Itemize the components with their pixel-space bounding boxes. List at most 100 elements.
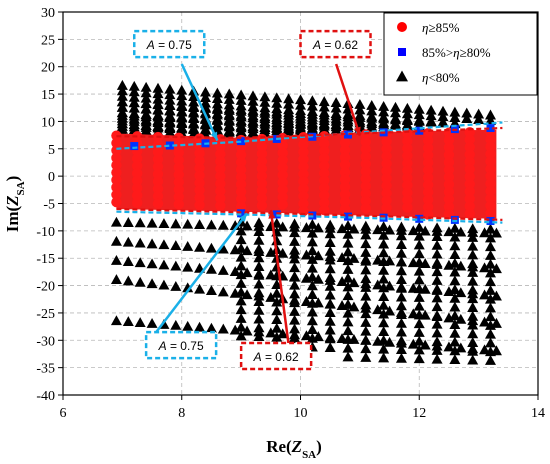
triangle-point [342,119,354,130]
y-tick-label: -35 [36,362,55,377]
triangle-point [116,79,128,90]
triangle-point [235,304,247,315]
triangle-point [289,332,301,343]
legend-label: η≥85% [422,20,460,35]
triangle-point [247,95,259,106]
triangle-point [253,331,265,341]
triangle-point [259,116,271,127]
triangle-point [164,83,176,94]
triangle-point [152,104,164,115]
y-axis-title: Im(ZSA) [3,176,27,233]
circle-point [256,200,268,211]
triangle-point [360,343,372,354]
triangle-point [188,106,200,117]
triangle-point [395,300,407,311]
circle-point [111,189,122,200]
triangle-point [342,255,354,266]
triangle-point [200,119,211,130]
triangle-point [318,96,330,107]
circle-point [360,173,372,184]
circle-point [485,178,496,189]
circle-point [215,185,226,197]
triangle-point [413,318,425,329]
triangle-point [413,103,425,114]
circle-point [464,193,475,205]
circle-point [173,199,184,210]
y-tick-label: -25 [36,307,55,322]
triangle-point [449,354,461,365]
triangle-point [395,326,407,337]
triangle-point [140,103,152,114]
triangle-point [306,315,318,326]
legend-marker-circle [397,22,407,32]
circle-point [194,170,205,181]
square-point [486,217,495,226]
triangle-point [128,91,140,102]
triangle-point [431,344,443,355]
circle-point [194,155,205,166]
circle-point [173,162,184,173]
triangle-point [431,231,443,242]
triangle-point [324,254,336,265]
triangle-point [485,354,496,365]
triangle-point [200,124,211,135]
triangle-point [134,276,146,287]
triangle-point [342,237,354,248]
circle-point [339,203,351,215]
triangle-point [467,258,479,269]
circle-point [319,153,330,164]
triangle-point [253,252,265,263]
triangle-point [182,261,194,272]
triangle-point [449,275,461,286]
triangle-point [324,324,336,335]
circle-point [298,161,309,172]
circle-point [422,179,434,191]
triangle-point [110,274,122,285]
y-tick-label: 25 [41,33,55,48]
circle-point [319,145,330,157]
legend-label: 85%>η≥80% [422,45,491,60]
triangle-point [289,244,301,255]
triangle-point [395,230,407,241]
circle-point [235,149,247,161]
triangle-point [342,281,354,292]
triangle-point [306,123,318,134]
triangle-point [449,292,461,303]
triangle-point [247,104,259,115]
circle-point [402,172,413,184]
triangle-point [235,251,247,262]
triangle-point [372,304,384,315]
triangle-point [330,119,342,130]
triangle-point [247,121,259,132]
triangle-point [455,313,467,324]
y-tick-label: -15 [36,252,55,267]
circle-point [464,156,475,168]
triangle-point [235,260,247,271]
triangle-point [200,86,211,97]
triangle-point [295,123,306,134]
triangle-point [449,284,461,295]
triangle-point [306,118,318,129]
triangle-point [431,283,443,294]
triangle-point [449,336,461,347]
x-tick-label: 12 [412,406,426,421]
x-tick-label: 10 [294,406,308,421]
triangle-point [455,342,467,353]
annotation-arrowhead [353,126,361,136]
circle-point [277,147,288,159]
triangle-point [289,227,301,238]
triangle-point [467,232,479,242]
triangle-point [140,97,152,108]
triangle-point [152,111,164,122]
triangle-point [253,278,265,289]
circle-point [485,141,496,152]
triangle-point [300,296,312,306]
circle-point [173,169,184,180]
circle-point [298,168,309,180]
circle-point [381,187,392,199]
triangle-point [449,327,461,338]
triangle-point [235,126,247,137]
triangle-point [306,332,318,343]
triangle-point [324,289,336,300]
annotation-arrowhead [239,213,248,223]
